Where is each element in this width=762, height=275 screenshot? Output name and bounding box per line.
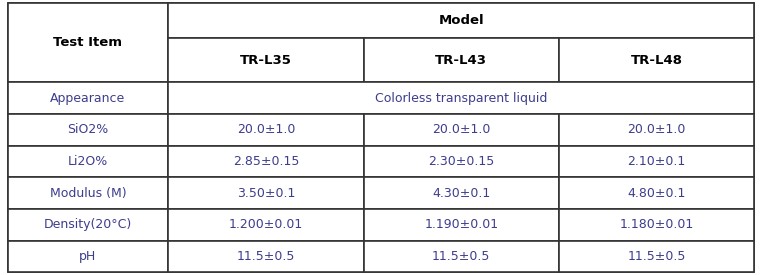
Bar bbox=[8, 114, 168, 145]
Bar bbox=[168, 3, 754, 38]
Text: 1.180±0.01: 1.180±0.01 bbox=[620, 218, 693, 231]
Bar bbox=[168, 209, 363, 241]
Bar bbox=[559, 177, 754, 209]
Text: 3.50±0.1: 3.50±0.1 bbox=[237, 186, 295, 200]
Bar bbox=[8, 82, 168, 114]
Bar bbox=[363, 145, 559, 177]
Bar bbox=[8, 241, 168, 272]
Text: TR-L48: TR-L48 bbox=[630, 54, 683, 67]
Bar bbox=[168, 241, 363, 272]
Text: 2.10±0.1: 2.10±0.1 bbox=[627, 155, 686, 168]
Text: Colorless transparent liquid: Colorless transparent liquid bbox=[375, 92, 547, 104]
Bar bbox=[8, 209, 168, 241]
Text: 20.0±1.0: 20.0±1.0 bbox=[432, 123, 491, 136]
Text: Model: Model bbox=[438, 14, 484, 27]
Text: 20.0±1.0: 20.0±1.0 bbox=[237, 123, 295, 136]
Bar bbox=[363, 177, 559, 209]
Text: 2.30±0.15: 2.30±0.15 bbox=[428, 155, 495, 168]
Bar bbox=[363, 114, 559, 145]
Bar bbox=[363, 241, 559, 272]
Text: 4.30±0.1: 4.30±0.1 bbox=[432, 186, 491, 200]
Bar bbox=[168, 145, 363, 177]
Bar bbox=[168, 114, 363, 145]
Text: 4.80±0.1: 4.80±0.1 bbox=[627, 186, 686, 200]
Text: 1.200±0.01: 1.200±0.01 bbox=[229, 218, 303, 231]
Text: SiO2%: SiO2% bbox=[67, 123, 108, 136]
Text: 11.5±0.5: 11.5±0.5 bbox=[627, 250, 686, 263]
Text: pH: pH bbox=[79, 250, 97, 263]
Text: 11.5±0.5: 11.5±0.5 bbox=[432, 250, 491, 263]
Text: 1.190±0.01: 1.190±0.01 bbox=[424, 218, 498, 231]
Bar bbox=[8, 3, 168, 82]
Text: Test Item: Test Item bbox=[53, 36, 123, 49]
Bar bbox=[559, 38, 754, 82]
Bar bbox=[8, 177, 168, 209]
Text: 11.5±0.5: 11.5±0.5 bbox=[237, 250, 295, 263]
Bar bbox=[363, 209, 559, 241]
Bar bbox=[559, 209, 754, 241]
Text: 20.0±1.0: 20.0±1.0 bbox=[627, 123, 686, 136]
Bar bbox=[168, 177, 363, 209]
Text: TR-L35: TR-L35 bbox=[240, 54, 292, 67]
Bar bbox=[559, 241, 754, 272]
Text: Modulus (M): Modulus (M) bbox=[50, 186, 126, 200]
Text: 2.85±0.15: 2.85±0.15 bbox=[233, 155, 299, 168]
Text: Density(20°C): Density(20°C) bbox=[43, 218, 132, 231]
Bar bbox=[559, 145, 754, 177]
Bar bbox=[8, 145, 168, 177]
Bar bbox=[559, 114, 754, 145]
Text: Appearance: Appearance bbox=[50, 92, 126, 104]
Bar bbox=[363, 38, 559, 82]
Text: Li2O%: Li2O% bbox=[68, 155, 108, 168]
Text: TR-L43: TR-L43 bbox=[435, 54, 487, 67]
Bar bbox=[168, 82, 754, 114]
Bar bbox=[168, 38, 363, 82]
